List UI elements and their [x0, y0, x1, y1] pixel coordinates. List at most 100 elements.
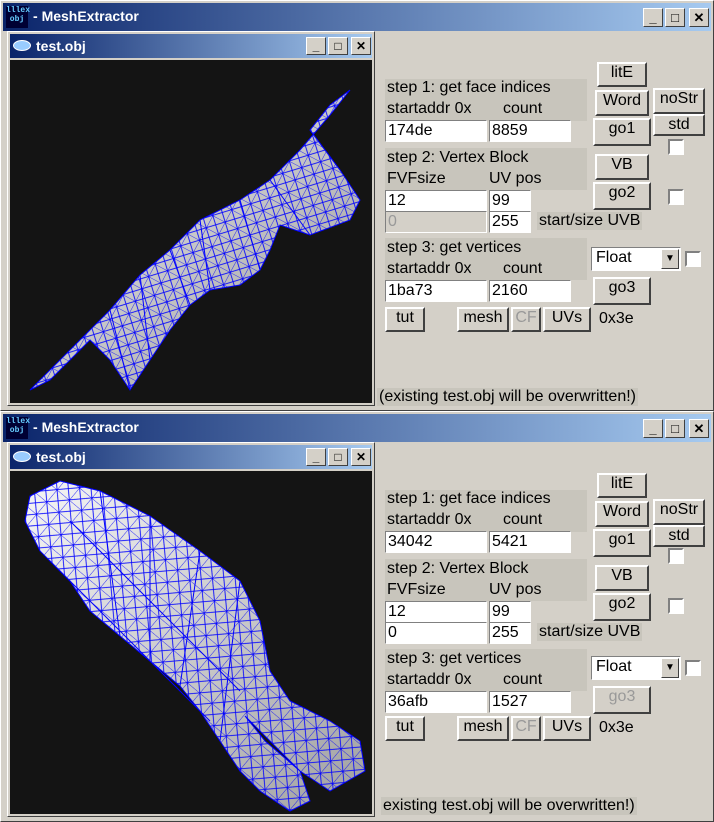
child-close-icon[interactable]: ✕	[351, 37, 371, 55]
step3-panel	[385, 238, 587, 280]
fvfsize-input[interactable]: 12	[385, 190, 487, 212]
uvb-start-input[interactable]: 0	[385, 211, 487, 233]
cf-button[interactable]: CF	[511, 307, 541, 332]
mesh-viewport[interactable]	[10, 60, 372, 403]
uvs-button[interactable]: UVs	[543, 716, 591, 741]
step3-count-input[interactable]: 1527	[489, 691, 571, 713]
minimize-icon[interactable]: _	[643, 419, 663, 438]
step1-addr-input[interactable]: 174de	[385, 120, 487, 142]
child-maximize-icon[interactable]: □	[328, 37, 348, 55]
go3-button[interactable]: go3	[593, 686, 651, 714]
mesh-shape	[29, 89, 361, 391]
uvpos-label: UV pos	[489, 170, 542, 187]
child-window-title: test.obj	[36, 449, 86, 465]
uvs-button[interactable]: UVs	[543, 307, 591, 332]
child-close-icon[interactable]: ✕	[351, 448, 371, 466]
step3-addr-label: startaddr 0x	[387, 260, 472, 277]
mesh-button[interactable]: mesh	[457, 307, 509, 332]
type-select[interactable]: Float ▼	[591, 247, 681, 271]
cf-button[interactable]: CF	[511, 716, 541, 741]
step1-count-label: count	[503, 511, 543, 528]
step1-addr-label: startaddr 0x	[387, 511, 472, 528]
mesh-button[interactable]: mesh	[457, 716, 509, 741]
app-icon: lllex obj	[6, 417, 30, 439]
float-checkbox[interactable]	[685, 251, 701, 267]
lite-button[interactable]: litE	[597, 62, 647, 87]
child-title-bar[interactable]: test.obj _ □ ✕	[10, 34, 372, 58]
mesh-render	[24, 480, 366, 812]
step3-count-label: count	[503, 671, 543, 688]
app-icon: lllex obj	[6, 6, 30, 28]
step1-addr-input[interactable]: 34042	[385, 531, 487, 553]
std-button[interactable]: std	[653, 525, 705, 547]
step3-count-input[interactable]: 2160	[489, 280, 571, 302]
close-icon[interactable]: ✕	[689, 8, 709, 27]
window-title: - MeshExtractor	[33, 419, 139, 435]
step1-panel	[385, 490, 587, 532]
std-checkbox[interactable]	[668, 139, 684, 155]
tut-button[interactable]: tut	[385, 716, 425, 741]
go2-button[interactable]: go2	[593, 593, 651, 621]
step2-label: step 2: Vertex Block	[387, 560, 529, 577]
step1-count-input[interactable]: 8859	[489, 120, 571, 142]
uvb-size-input[interactable]: 255	[489, 211, 531, 233]
type-select[interactable]: Float ▼	[591, 656, 681, 680]
go1-button[interactable]: go1	[593, 529, 651, 557]
title-bar[interactable]: lllex obj - MeshExtractor _ □ ✕	[3, 3, 711, 31]
std-button[interactable]: std	[653, 114, 705, 136]
uvpos-input[interactable]: 99	[489, 601, 531, 623]
mesh-render	[29, 89, 361, 391]
step3-count-label: count	[503, 260, 543, 277]
meshextractor-window-1: lllex obj - MeshExtractor _ □ ✕ test.obj …	[0, 0, 714, 411]
chevron-down-icon[interactable]: ▼	[661, 249, 679, 269]
step3-label: step 3: get vertices	[387, 239, 522, 256]
nostr-button[interactable]: noStr	[653, 499, 705, 525]
word-button[interactable]: Word	[595, 501, 649, 527]
start-size-uvb-label: start/size UVB	[537, 623, 643, 641]
std-checkbox[interactable]	[668, 548, 684, 564]
go2-checkbox[interactable]	[668, 598, 684, 614]
word-button[interactable]: Word	[595, 90, 649, 116]
child-title-bar[interactable]: test.obj _ □ ✕	[10, 445, 372, 469]
hex-value: 0x3e	[599, 719, 634, 736]
uvb-size-input[interactable]: 255	[489, 622, 531, 644]
child-window-test-obj: test.obj _ □ ✕	[7, 31, 375, 406]
step3-addr-input[interactable]: 36afb	[385, 691, 487, 713]
obj-file-icon	[13, 40, 31, 51]
step2-label: step 2: Vertex Block	[387, 149, 529, 166]
fvfsize-label: FVFsize	[387, 170, 446, 187]
child-window-test-obj: test.obj _ □ ✕	[7, 442, 375, 817]
uvpos-input[interactable]: 99	[489, 190, 531, 212]
step2-panel	[385, 148, 587, 190]
lite-button[interactable]: litE	[597, 473, 647, 498]
hex-value: 0x3e	[599, 310, 634, 327]
mesh-viewport[interactable]	[10, 471, 372, 814]
step1-panel	[385, 79, 587, 121]
step3-label: step 3: get vertices	[387, 650, 522, 667]
step1-count-input[interactable]: 5421	[489, 531, 571, 553]
tut-button[interactable]: tut	[385, 307, 425, 332]
go2-button[interactable]: go2	[593, 182, 651, 210]
go3-button[interactable]: go3	[593, 277, 651, 305]
maximize-icon[interactable]: □	[665, 419, 685, 438]
vb-button[interactable]: VB	[595, 154, 649, 180]
maximize-icon[interactable]: □	[665, 8, 685, 27]
fvfsize-input[interactable]: 12	[385, 601, 487, 623]
vb-button[interactable]: VB	[595, 565, 649, 591]
go1-button[interactable]: go1	[593, 118, 651, 146]
float-checkbox[interactable]	[685, 660, 701, 676]
go2-checkbox[interactable]	[668, 189, 684, 205]
uvpos-label: UV pos	[489, 581, 542, 598]
child-minimize-icon[interactable]: _	[306, 37, 326, 55]
child-minimize-icon[interactable]: _	[306, 448, 326, 466]
nostr-button[interactable]: noStr	[653, 88, 705, 114]
close-icon[interactable]: ✕	[689, 419, 709, 438]
uvb-start-input[interactable]: 0	[385, 622, 487, 644]
step2-panel	[385, 559, 587, 601]
child-maximize-icon[interactable]: □	[328, 448, 348, 466]
window-title: - MeshExtractor	[33, 8, 139, 24]
title-bar[interactable]: lllex obj - MeshExtractor _ □ ✕	[3, 414, 711, 442]
chevron-down-icon[interactable]: ▼	[661, 658, 679, 678]
step3-addr-input[interactable]: 1ba73	[385, 280, 487, 302]
minimize-icon[interactable]: _	[643, 8, 663, 27]
